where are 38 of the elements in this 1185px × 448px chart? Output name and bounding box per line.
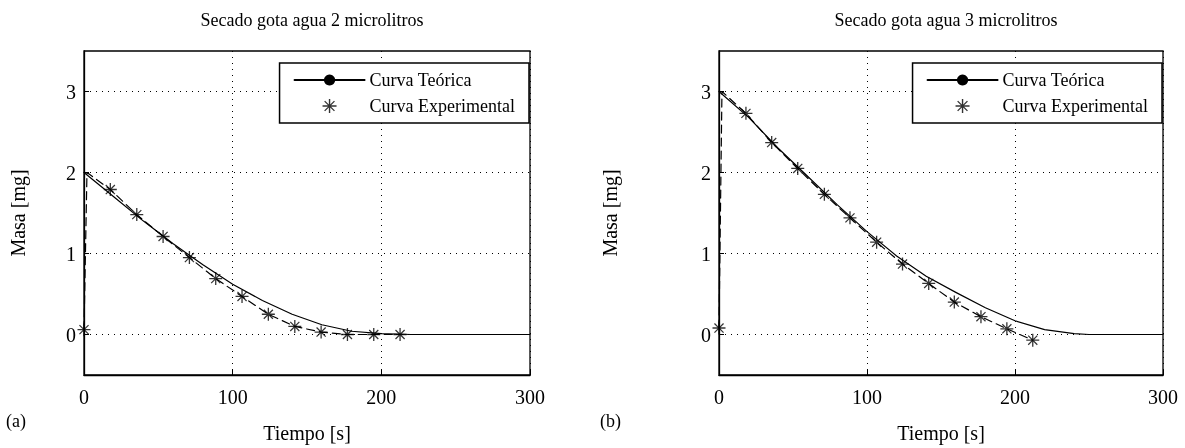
- y-axis-title: Masa [mg]: [7, 169, 30, 257]
- legend-label: Curva Teórica: [369, 70, 472, 90]
- point: [156, 229, 170, 243]
- y-tick-label: 0: [701, 323, 711, 346]
- text: (b): [600, 411, 621, 432]
- point: [393, 328, 407, 341]
- x-tick-label: 200: [366, 386, 397, 408]
- x-axis-title: Tiempo [s]: [263, 422, 351, 445]
- point: [896, 257, 910, 271]
- point: [712, 321, 726, 335]
- y-tick-label: 3: [701, 80, 711, 103]
- point: [314, 325, 328, 339]
- y-tick-label: 2: [66, 161, 76, 184]
- legend-label: Curva Experimental: [369, 96, 515, 116]
- x-tick-label: 300: [515, 386, 545, 408]
- x-tick-label: 100: [852, 386, 882, 408]
- chart-title: Secado gota agua 2 microlitros: [200, 10, 424, 30]
- legend-label: Curva Teórica: [1002, 70, 1105, 90]
- point: [974, 310, 988, 324]
- y-tick-label: 2: [701, 161, 711, 184]
- legend-label: Curva Experimental: [1002, 96, 1148, 116]
- y-tick-label: 3: [66, 80, 76, 103]
- point: [739, 106, 753, 120]
- y-axis-title: Masa [mg]: [599, 169, 622, 257]
- y-tick-label: 0: [66, 323, 76, 346]
- text: (a): [6, 411, 26, 432]
- point: [77, 323, 91, 337]
- point: [235, 289, 249, 303]
- chart-title: Secado gota agua 3 microlitros: [834, 10, 1058, 30]
- x-tick-label: 300: [1148, 386, 1178, 408]
- y-tick-label: 1: [701, 242, 711, 265]
- x-tick-label: 100: [217, 386, 248, 408]
- y-tick-label: 1: [66, 242, 76, 265]
- x-axis-title: Tiempo [s]: [897, 422, 985, 445]
- point: [843, 211, 857, 225]
- x-tick-label: 200: [1000, 386, 1030, 408]
- point: [947, 295, 961, 309]
- point: [1000, 322, 1014, 336]
